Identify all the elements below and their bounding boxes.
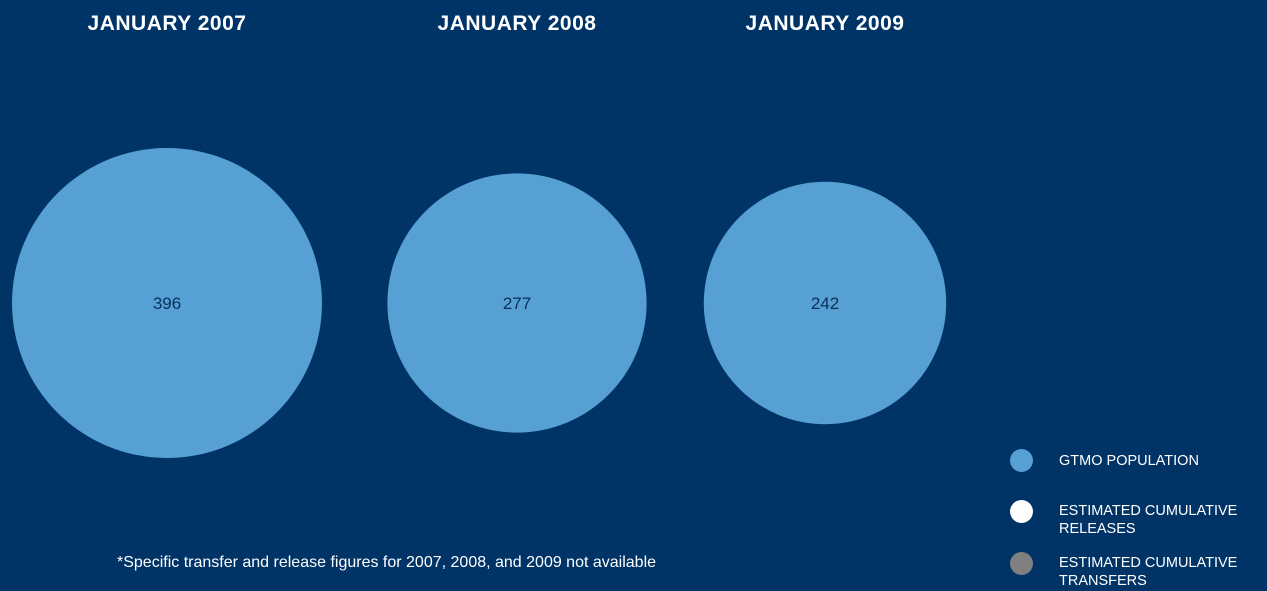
legend-label-line2: TRANSFERS	[1059, 573, 1147, 589]
bubble-value-label: 242	[811, 294, 839, 313]
legend-label-line1: GTMO POPULATION	[1059, 453, 1199, 469]
year-title: JANUARY 2007	[88, 12, 247, 35]
legend-swatch-releases	[1010, 500, 1033, 523]
population-bubble	[12, 148, 322, 458]
year-title: JANUARY 2009	[746, 12, 905, 35]
legend-label-gtmo-population: GTMO POPULATION	[1059, 452, 1267, 470]
legend-swatch-transfers	[1010, 552, 1033, 575]
bubble-value-label: 277	[503, 294, 531, 313]
legend-label-line1: ESTIMATED CUMULATIVE	[1059, 555, 1238, 571]
legend-label-line1: ESTIMATED CUMULATIVE	[1059, 503, 1238, 519]
legend-label-releases: ESTIMATED CUMULATIVE RELEASES	[1059, 502, 1267, 538]
year-title: JANUARY 2008	[438, 12, 597, 35]
legend-label-line2: RELEASES	[1059, 521, 1136, 537]
legend-swatch-gtmo-population	[1010, 449, 1033, 472]
legend-label-transfers: ESTIMATED CUMULATIVE TRANSFERS	[1059, 554, 1267, 590]
population-bubble	[703, 181, 947, 425]
population-bubble	[387, 173, 647, 433]
footnote: *Specific transfer and release figures f…	[117, 554, 657, 571]
bubble-value-label: 396	[153, 294, 181, 313]
